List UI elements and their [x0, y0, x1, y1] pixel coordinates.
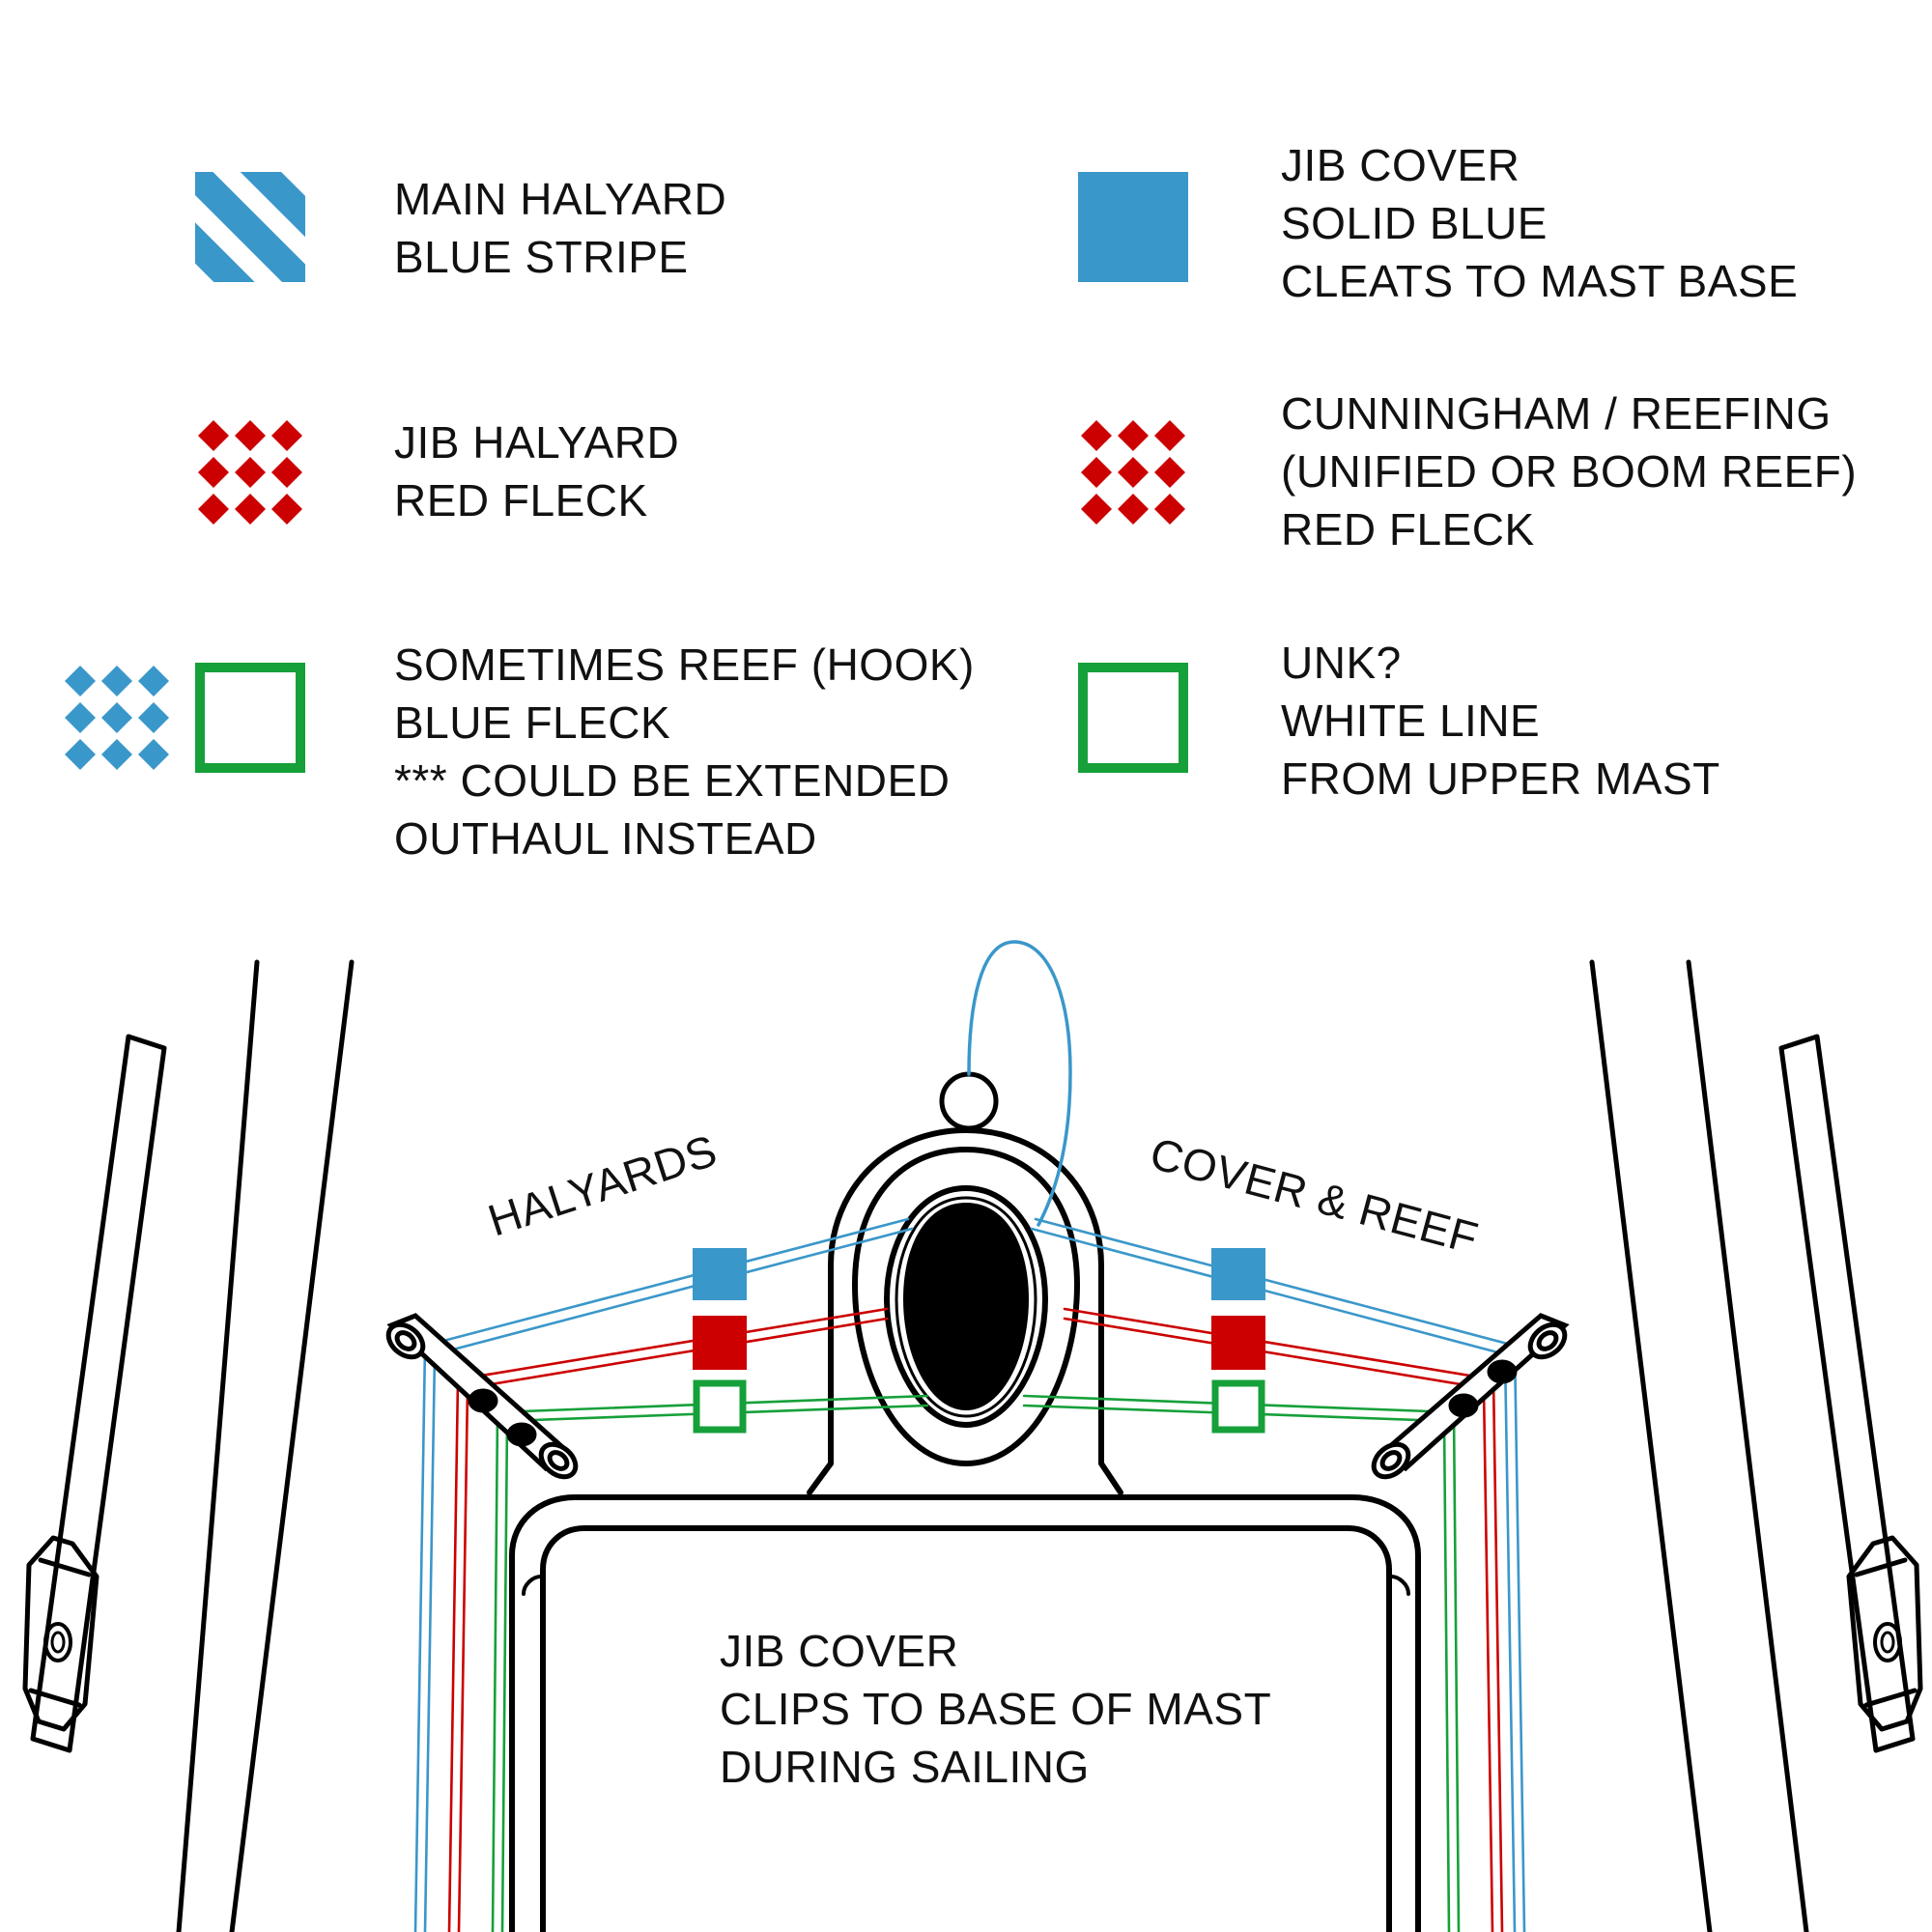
organizers — [385, 1313, 1570, 1480]
blue-line-left — [423, 1227, 914, 1932]
svg-text:UNK? WHITE LINE: UNK? WHITE LINE FROM UPPER MAST — [1281, 638, 1720, 804]
legend-line: *** COULD BE EXTENDED — [394, 755, 950, 806]
note-line: DURING SAILING — [720, 1742, 1090, 1792]
red-fleck-swatch — [1078, 417, 1188, 527]
legend-line: CLEATS TO MAST BASE — [1281, 256, 1798, 306]
cover-reef-label: COVER & REEF — [1145, 1127, 1483, 1263]
legend-line: OUTHAUL INSTEAD — [394, 813, 817, 864]
blue-stripe-swatch — [195, 172, 305, 282]
legend-line: UNK? — [1281, 638, 1402, 688]
legend-item-jib-halyard: JIB HALYARD RED FLECK — [195, 417, 692, 527]
blue-loop-line — [967, 940, 1072, 1227]
left-handrail — [22, 1034, 167, 1753]
legend-line: WHITE LINE — [1281, 696, 1540, 746]
green-outline-swatch — [1078, 663, 1188, 773]
svg-text:MAIN HALYARD BLUE STRI: MAIN HALYARD BLUE STRIPE — [394, 174, 740, 282]
mast-hole — [903, 1203, 1029, 1410]
legend-line: JIB COVER — [1281, 140, 1520, 190]
svg-text:CUNNINGHAM / REEFING (: CUNNINGHAM / REEFING (UNIFIED OR BOOM RE… — [1281, 388, 1870, 554]
legend-line: RED FLECK — [1281, 504, 1535, 554]
legend-line: RED FLECK — [394, 475, 648, 526]
line-markers — [693, 1248, 1265, 1434]
deck-edge-line — [1686, 959, 1809, 1932]
legend-line: JIB HALYARD — [394, 417, 679, 468]
legend-line: SOMETIMES REEF (HOOK) — [394, 639, 975, 690]
left-organizer — [385, 1313, 579, 1480]
deck-edge-line — [229, 959, 355, 1932]
svg-text:JIB HALYARD RED FLECK: JIB HALYARD RED FLECK — [394, 417, 692, 526]
right-organizer — [1371, 1313, 1570, 1480]
legend-line: BLUE FLECK — [394, 697, 670, 748]
legend-line: FROM UPPER MAST — [1281, 753, 1720, 804]
legend-item-unk: UNK? WHITE LINE FROM UPPER MAST — [1078, 638, 1720, 804]
blue-marker — [1211, 1248, 1265, 1300]
red-marker — [1211, 1316, 1265, 1370]
deck-edge-line — [176, 959, 260, 1932]
legend-line: CUNNINGHAM / REEFING — [1281, 388, 1832, 439]
note-line: CLIPS TO BASE OF MAST — [720, 1684, 1271, 1734]
legend-line: BLUE STRIPE — [394, 232, 689, 282]
note-line: JIB COVER — [720, 1626, 958, 1676]
hatch — [509, 1494, 1421, 1932]
red-line-right — [1063, 1307, 1504, 1932]
right-handrail — [1778, 1034, 1923, 1753]
legend-item-main-halyard: MAIN HALYARD BLUE STRIPE — [195, 172, 740, 282]
mast-ring — [939, 1071, 999, 1131]
green-marker — [1211, 1379, 1265, 1434]
legend-line: MAIN HALYARD — [394, 174, 726, 224]
blue-fleck-swatch — [62, 663, 172, 773]
red-marker — [693, 1316, 747, 1370]
legend-item-cunningham: CUNNINGHAM / REEFING (UNIFIED OR BOOM RE… — [1078, 388, 1870, 554]
blue-marker — [693, 1248, 747, 1300]
svg-text:JIB COVER SOLID BLUE: JIB COVER SOLID BLUE CLEATS TO MAST BASE — [1281, 140, 1798, 306]
halyards-label: HALYARDS — [482, 1124, 723, 1245]
legend-item-sometimes-reef: SOMETIMES REEF (HOOK) BLUE FLECK *** COU… — [62, 639, 987, 864]
deck-edge-line — [1589, 959, 1713, 1932]
green-outline-swatch — [195, 663, 305, 773]
green-marker — [693, 1379, 747, 1434]
deck-drawing — [22, 959, 1923, 1932]
red-fleck-swatch — [195, 417, 305, 527]
svg-text:SOMETIMES REEF (HOOK): SOMETIMES REEF (HOOK) BLUE FLECK *** COU… — [394, 639, 987, 864]
solid-blue-swatch — [1078, 172, 1188, 282]
green-line-right — [1022, 1404, 1451, 1932]
legend-item-jib-cover: JIB COVER SOLID BLUE CLEATS TO MAST BASE — [1078, 140, 1798, 306]
blue-line-left — [413, 1217, 910, 1932]
legend: MAIN HALYARD BLUE STRIPE JIB COVER SOLID… — [62, 140, 1870, 864]
jib-cover-note: JIB COVER CLIPS TO BASE OF MAST DURING S… — [720, 1626, 1284, 1792]
legend-line: SOLID BLUE — [1281, 198, 1548, 248]
legend-line: (UNIFIED OR BOOM REEF) — [1281, 446, 1857, 497]
mast-base — [807, 1071, 1123, 1495]
